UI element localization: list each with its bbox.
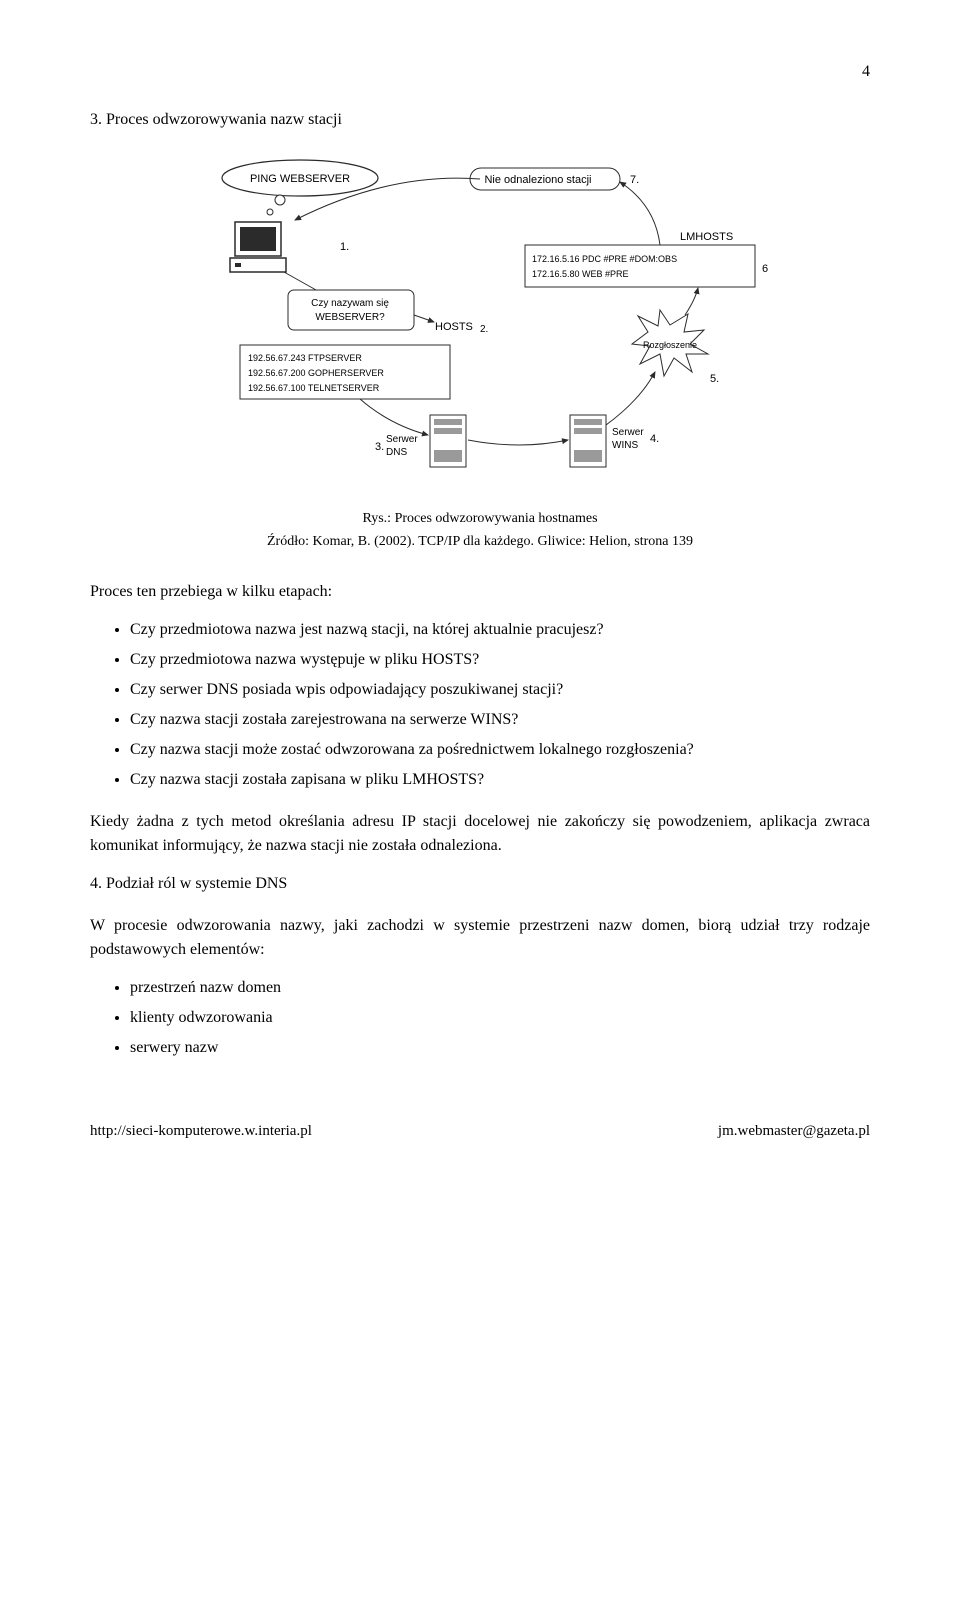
bubble-notfound: Nie odnaleziono stacji (484, 174, 591, 186)
label-lmhosts: LMHOSTS (680, 231, 733, 243)
lmhosts-l1: 172.16.5.16 PDC #PRE #DOM:OBS (532, 254, 677, 264)
hosts-l3: 192.56.67.100 TELNETSERVER (248, 383, 380, 393)
heading-section-4: 4. Podział ról w systemie DNS (90, 872, 870, 896)
step-3: 3. (375, 441, 384, 453)
list-item: Czy nazwa stacji została zapisana w plik… (130, 768, 870, 792)
list-item: Czy przedmiotowa nazwa jest nazwą stacji… (130, 618, 870, 642)
list-item: Czy przedmiotowa nazwa występuje w pliku… (130, 648, 870, 672)
list-item: Czy serwer DNS posiada wpis odpowiadając… (130, 678, 870, 702)
list-item: klienty odwzorowania (130, 1006, 870, 1030)
burst-icon: Rozgłoszenie (632, 310, 708, 376)
footer-link-right[interactable]: jm.webmaster@gazeta.pl (718, 1120, 870, 1143)
box-q-l2: WEBSERVER? (315, 312, 385, 323)
paragraph-conclusion: Kiedy żadna z tych metod określania adre… (90, 810, 870, 858)
list-item: Czy nazwa stacji została zarejestrowana … (130, 708, 870, 732)
step-7: 7. (630, 174, 639, 186)
label-dns-l1: Serwer (386, 434, 418, 445)
paragraph-roles: W procesie odwzorowania nazwy, jaki zach… (90, 914, 870, 962)
box-q-l1: Czy nazywam się (311, 298, 389, 309)
step-5: 5. (710, 373, 719, 385)
step-1: 1. (340, 241, 349, 253)
page-number: 4 (90, 60, 870, 84)
hosts-l2: 192.56.67.200 GOPHERSERVER (248, 368, 384, 378)
bullet-list-steps: Czy przedmiotowa nazwa jest nazwą stacji… (90, 618, 870, 792)
heading-section-3: 3. Proces odwzorowywania nazw stacji (90, 108, 870, 132)
paragraph-intro: Proces ten przebiega w kilku etapach: (90, 580, 870, 604)
footer-link-left[interactable]: http://sieci-komputerowe.w.interia.pl (90, 1120, 312, 1143)
list-item: serwery nazw (130, 1036, 870, 1060)
lmhosts-l2: 172.16.5.80 WEB #PRE (532, 269, 629, 279)
figure-source: Źródło: Komar, B. (2002). TCP/IP dla każ… (90, 531, 870, 552)
bubble-ping: PING WEBSERVER (250, 173, 350, 185)
figure-caption: Rys.: Proces odwzorowywania hostnames (90, 508, 870, 529)
step-6: 6 (762, 263, 768, 275)
list-item: przestrzeń nazw domen (130, 976, 870, 1000)
server-wins-icon (570, 415, 606, 467)
burst-label: Rozgłoszenie (643, 340, 697, 350)
computer-icon (230, 222, 286, 272)
figure-dns-resolution: PING WEBSERVER Nie odnaleziono stacji 7.… (180, 150, 780, 490)
hosts-l1: 192.56.67.243 FTPSERVER (248, 353, 362, 363)
label-wins-l2: WINS (612, 440, 638, 451)
label-hosts: HOSTS (435, 321, 473, 333)
list-item: Czy nazwa stacji może zostać odwzorowana… (130, 738, 870, 762)
label-dns-l2: DNS (386, 447, 407, 458)
server-dns-icon (430, 415, 466, 467)
step-2: 2. (480, 324, 488, 335)
label-wins-l1: Serwer (612, 427, 644, 438)
step-4: 4. (650, 433, 659, 445)
bullet-list-roles: przestrzeń nazw domen klienty odwzorowan… (90, 976, 870, 1060)
